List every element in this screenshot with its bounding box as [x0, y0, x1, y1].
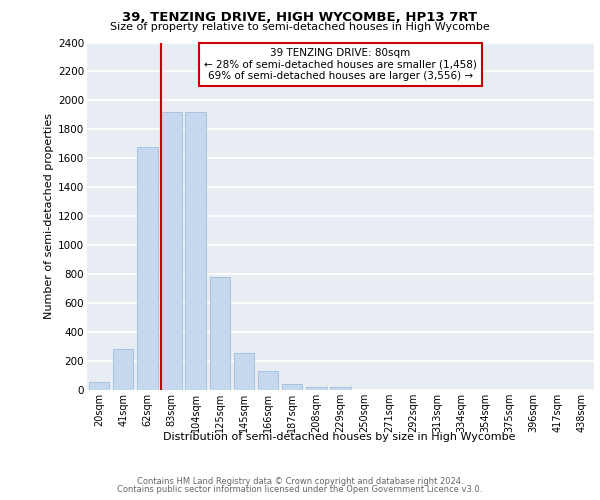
- Bar: [161, 112, 182, 390]
- Text: Contains HM Land Registry data © Crown copyright and database right 2024.: Contains HM Land Registry data © Crown c…: [137, 477, 463, 486]
- Y-axis label: Number of semi-detached properties: Number of semi-detached properties: [44, 114, 54, 320]
- Bar: [233, 353, 254, 390]
- Text: 39, TENZING DRIVE, HIGH WYCOMBE, HP13 7RT: 39, TENZING DRIVE, HIGH WYCOMBE, HP13 7R…: [122, 11, 478, 24]
- Bar: [113, 350, 133, 390]
- Bar: [282, 384, 302, 390]
- Bar: [330, 387, 351, 390]
- Bar: [185, 112, 206, 390]
- Text: Size of property relative to semi-detached houses in High Wycombe: Size of property relative to semi-detach…: [110, 22, 490, 32]
- Bar: [306, 387, 326, 390]
- Text: 39 TENZING DRIVE: 80sqm
← 28% of semi-detached houses are smaller (1,458)
69% of: 39 TENZING DRIVE: 80sqm ← 28% of semi-de…: [204, 48, 477, 81]
- Text: Distribution of semi-detached houses by size in High Wycombe: Distribution of semi-detached houses by …: [163, 432, 515, 442]
- Bar: [89, 382, 109, 390]
- Bar: [137, 147, 158, 390]
- Bar: [209, 277, 230, 390]
- Bar: [258, 371, 278, 390]
- Text: Contains public sector information licensed under the Open Government Licence v3: Contains public sector information licen…: [118, 485, 482, 494]
